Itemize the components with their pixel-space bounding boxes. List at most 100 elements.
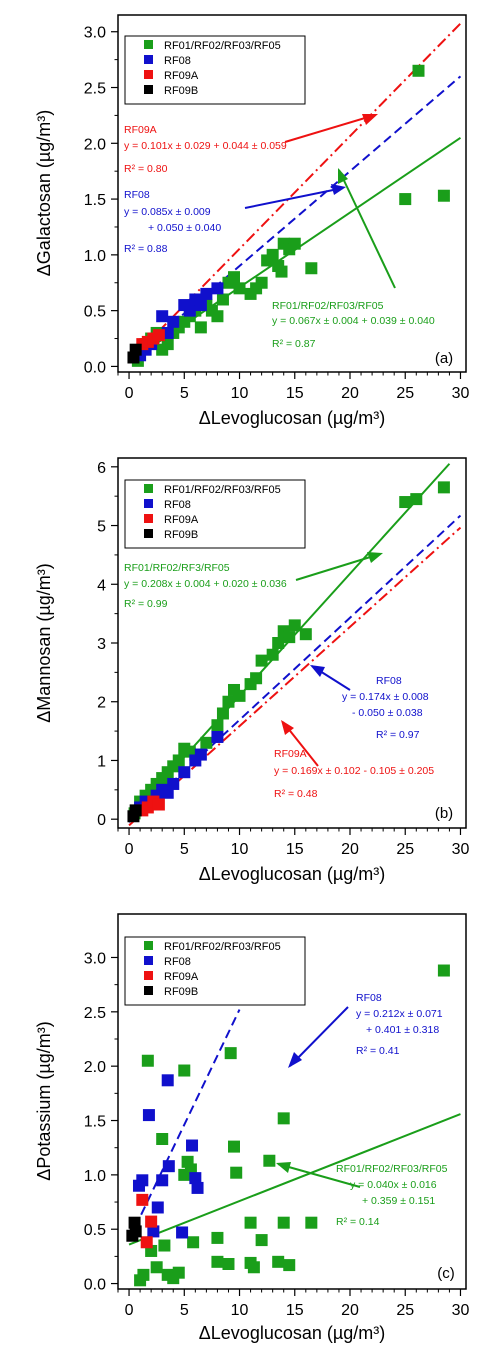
point-c-s0-26 <box>272 1255 285 1268</box>
fit-line-c-0 <box>128 1113 461 1246</box>
panel-a-frame <box>117 14 467 373</box>
annot-a-rf09a-r2: R² = 0.80 <box>124 163 168 175</box>
xtick-label-b-2: 10 <box>231 841 249 858</box>
point-c-s0-23 <box>247 1261 260 1274</box>
ytick-label-a-0: 0.0 <box>84 359 106 376</box>
ytick-label-c-1: 0.5 <box>84 1222 106 1239</box>
legend-label-a-3: RF09B <box>164 85 198 97</box>
ytick-label-a-6: 3.0 <box>84 25 106 42</box>
point-c-s0-6 <box>158 1239 171 1252</box>
point-b-s1-10 <box>211 730 224 743</box>
point-a-s1-3 <box>156 310 169 323</box>
legend-label-b-3: RF09B <box>164 529 198 541</box>
panel-c-arrows <box>276 1006 361 1188</box>
xtick-label-c-3: 15 <box>286 1302 304 1319</box>
xtick-label-b-6: 30 <box>452 841 470 858</box>
xtick-label-a-5: 25 <box>396 385 414 402</box>
point-a-s0-18 <box>233 282 246 295</box>
point-c-s0-19 <box>228 1140 240 1153</box>
arrow-rf09a-a <box>284 114 376 143</box>
xtick-label-b-4: 20 <box>341 841 359 858</box>
point-c-s0-27 <box>277 1216 290 1229</box>
point-b-s1-9 <box>194 748 207 761</box>
point-b-s0-13 <box>211 719 224 732</box>
panel-c-frame <box>117 913 467 1290</box>
point-c-s1-8 <box>176 1226 189 1239</box>
point-a-s0-28 <box>275 265 288 278</box>
panel-b-legend-box <box>124 479 306 549</box>
point-c-s0-18 <box>224 1047 237 1060</box>
legend-marker-b-0 <box>144 484 153 493</box>
point-a-s0-15 <box>216 293 229 306</box>
legend-label-b-0: RF01/RF02/RF03/RF05 <box>164 484 281 496</box>
panel-a-points <box>127 64 450 367</box>
point-b-s0-24 <box>283 631 296 644</box>
point-c-s1-11 <box>191 1181 204 1194</box>
ytick-label-c-0: 0.0 <box>84 1277 106 1294</box>
annot-b-rf08-name: RF08 <box>376 675 402 687</box>
point-b-s0-19 <box>250 672 263 685</box>
panel-b-ylabel: ΔMannosan (µg/m³) <box>34 563 54 722</box>
point-c-s1-7 <box>162 1160 175 1173</box>
annot-a-rf01-name: RF01/RF02/RF03/RF05 <box>272 300 384 312</box>
point-a-s0-30 <box>399 193 412 206</box>
point-c-s0-10 <box>178 1064 191 1077</box>
panel-c-xlabel: ΔLevoglucosan (µg/m³) <box>199 1323 385 1343</box>
panel-a-xlabel: ΔLevoglucosan (µg/m³) <box>199 408 385 428</box>
xtick-label-c-5: 25 <box>396 1302 414 1319</box>
panel-c-fits <box>128 1009 461 1246</box>
legend-marker-c-2 <box>144 971 153 980</box>
panel-a: RF01/RF02/RF03/RF05 RF08 RF09A RF09B RF0… <box>34 14 470 428</box>
annot-b-rf09a-name: RF09A <box>274 748 307 760</box>
point-a-s0-23 <box>266 248 279 261</box>
arrow-rf01-a-head <box>338 168 348 184</box>
xtick-label-a-2: 10 <box>231 385 249 402</box>
panel-b-label: (b) <box>435 805 453 822</box>
annot-b-rf08-r2: R² = 0.97 <box>376 729 420 741</box>
legend-marker-c-1 <box>144 956 153 965</box>
point-a-s1-9 <box>194 299 207 312</box>
point-a-s2-3 <box>152 329 165 342</box>
point-c-s0-16 <box>211 1255 224 1268</box>
point-c-s0-15 <box>211 1231 224 1244</box>
ytick-label-b-5: 5 <box>97 519 106 536</box>
point-b-s0-27 <box>399 496 412 509</box>
panel-c-annotations: RF08 y = 0.212x ± 0.071 + 0.401 ± 0.318 … <box>336 992 448 1228</box>
ytick-label-b-4: 4 <box>97 577 106 594</box>
point-b-s0-8 <box>172 754 185 767</box>
ytick-label-c-6: 3.0 <box>84 950 106 967</box>
point-b-s2-3 <box>152 798 165 811</box>
annot-b-rf01-name: RF01/RF02/RF3/RF05 <box>124 562 230 574</box>
legend-marker-c-3 <box>144 986 153 995</box>
point-a-s1-10 <box>200 287 213 300</box>
point-c-s1-1 <box>136 1174 149 1187</box>
xtick-label-b-3: 15 <box>286 841 304 858</box>
point-c-s0-21 <box>244 1216 257 1229</box>
panel-a-ticks: 0 5 10 15 20 25 30 0.0 0.5 1.0 1.5 2.0 2.5 3.0 <box>84 25 470 402</box>
panel-a-legend-box <box>124 35 306 105</box>
point-c-s1-2 <box>142 1109 155 1122</box>
ytick-label-c-3: 1.5 <box>84 1114 106 1131</box>
point-c-s3-2 <box>129 1225 142 1238</box>
point-c-s0-24 <box>255 1234 268 1247</box>
point-c-s1-6 <box>161 1074 174 1087</box>
xtick-label-b-5: 25 <box>396 841 414 858</box>
legend-label-c-3: RF09B <box>164 986 198 998</box>
panel-a-label: (a) <box>435 350 453 367</box>
point-b-s0-14 <box>216 707 229 720</box>
legend-marker-a-1 <box>144 55 153 64</box>
panel-b-points <box>127 481 450 823</box>
legend-label-b-2: RF09A <box>164 514 199 526</box>
panel-b-arrows <box>281 552 383 767</box>
panel-c-ylabel: ΔPotassium (µg/m³) <box>34 1021 54 1180</box>
xtick-label-b-1: 5 <box>180 841 189 858</box>
panel-b-annotations: RF01/RF02/RF3/RF05 y = 0.208x ± 0.004 + … <box>124 562 434 800</box>
annot-a-rf08-r2: R² = 0.88 <box>124 243 168 255</box>
ytick-label-b-3: 3 <box>97 636 106 653</box>
annot-a-rf09a-eq: y = 0.101x ± 0.029 + 0.044 ± 0.059 <box>124 140 287 152</box>
point-c-s2-2 <box>145 1215 158 1228</box>
annot-c-rf01-eq: y = 0.040x ± 0.016 <box>350 1179 437 1191</box>
panel-a-annotations: RF09A y = 0.101x ± 0.029 + 0.044 ± 0.059… <box>124 124 435 350</box>
point-a-s0-17 <box>228 271 240 284</box>
annot-c-rf08-r2: R² = 0.41 <box>356 1045 400 1057</box>
